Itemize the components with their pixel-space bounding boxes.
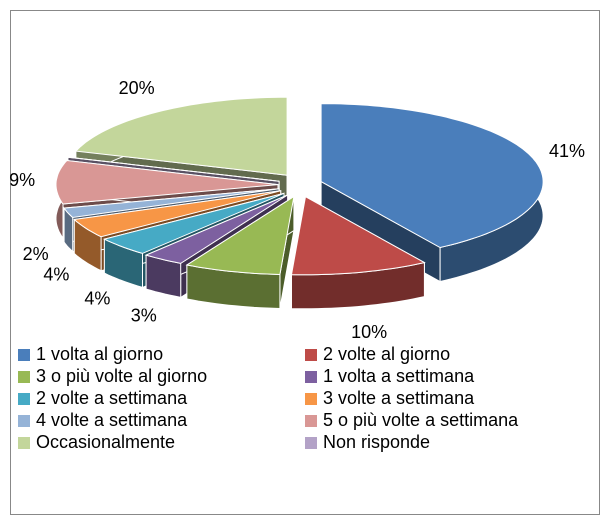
legend-swatch — [305, 436, 317, 449]
legend-item: 3 o più volte al giorno — [18, 366, 305, 387]
slice-top — [55, 159, 279, 205]
slice-top — [73, 190, 281, 238]
legend-swatch — [18, 370, 30, 383]
slice-top — [102, 192, 285, 254]
data-label: 20% — [119, 78, 155, 98]
legend-label: Occasionalmente — [36, 432, 176, 452]
legend-swatch — [305, 370, 317, 383]
data-label: 4% — [84, 289, 110, 309]
slice-top — [185, 195, 295, 276]
legend-swatch — [18, 414, 30, 427]
legend-item: 1 volta al giorno — [18, 344, 305, 365]
legend-item: 1 volta a settimana — [305, 366, 598, 387]
legend-label: 3 o più volte al giorno — [36, 366, 208, 386]
legend-swatch — [18, 436, 30, 449]
legend-label: 3 volte a settimana — [323, 388, 475, 408]
legend-swatch — [305, 414, 317, 427]
slice-top — [320, 103, 544, 249]
slice-top — [290, 195, 426, 276]
legend-label: Non risponde — [323, 432, 431, 452]
data-label: 3% — [131, 305, 157, 325]
legend-label: 1 volta a settimana — [323, 366, 475, 386]
legend-item: 4 volte a settimana — [18, 410, 305, 431]
slice-top — [63, 188, 280, 219]
legend-swatch — [305, 392, 317, 405]
legend-label: 4 volte a settimana — [36, 410, 188, 430]
legend: 1 volta al giorno 2 volte al giorno 3 o pi… — [18, 344, 598, 453]
slice-top — [74, 96, 288, 176]
data-label: 2% — [23, 244, 49, 264]
data-label: 4% — [43, 265, 69, 285]
legend-swatch — [18, 392, 30, 405]
legend-item: 3 volte a settimana — [305, 388, 598, 409]
data-label: 9% — [9, 170, 35, 190]
slice-top — [144, 194, 288, 264]
slice-top — [67, 156, 280, 182]
legend-item: Occasionalmente — [18, 432, 305, 453]
data-label: 10% — [351, 322, 387, 342]
slice — [290, 195, 426, 310]
data-label: 41% — [549, 141, 585, 161]
legend-item: 2 volte a settimana — [18, 388, 305, 409]
legend-label: 2 volte al giorno — [323, 344, 451, 364]
legend-item: Non risponde — [305, 432, 598, 453]
slice — [320, 103, 544, 283]
legend-item: 2 volte al giorno — [305, 344, 598, 365]
legend-label: 2 volte a settimana — [36, 388, 188, 408]
slice — [185, 195, 295, 310]
legend-label: 5 o più volte a settimana — [323, 410, 519, 430]
legend-swatch — [18, 348, 30, 361]
legend-item: 5 o più volte a settimana — [305, 410, 598, 431]
legend-swatch — [305, 348, 317, 361]
legend-label: 1 volta al giorno — [36, 344, 164, 364]
